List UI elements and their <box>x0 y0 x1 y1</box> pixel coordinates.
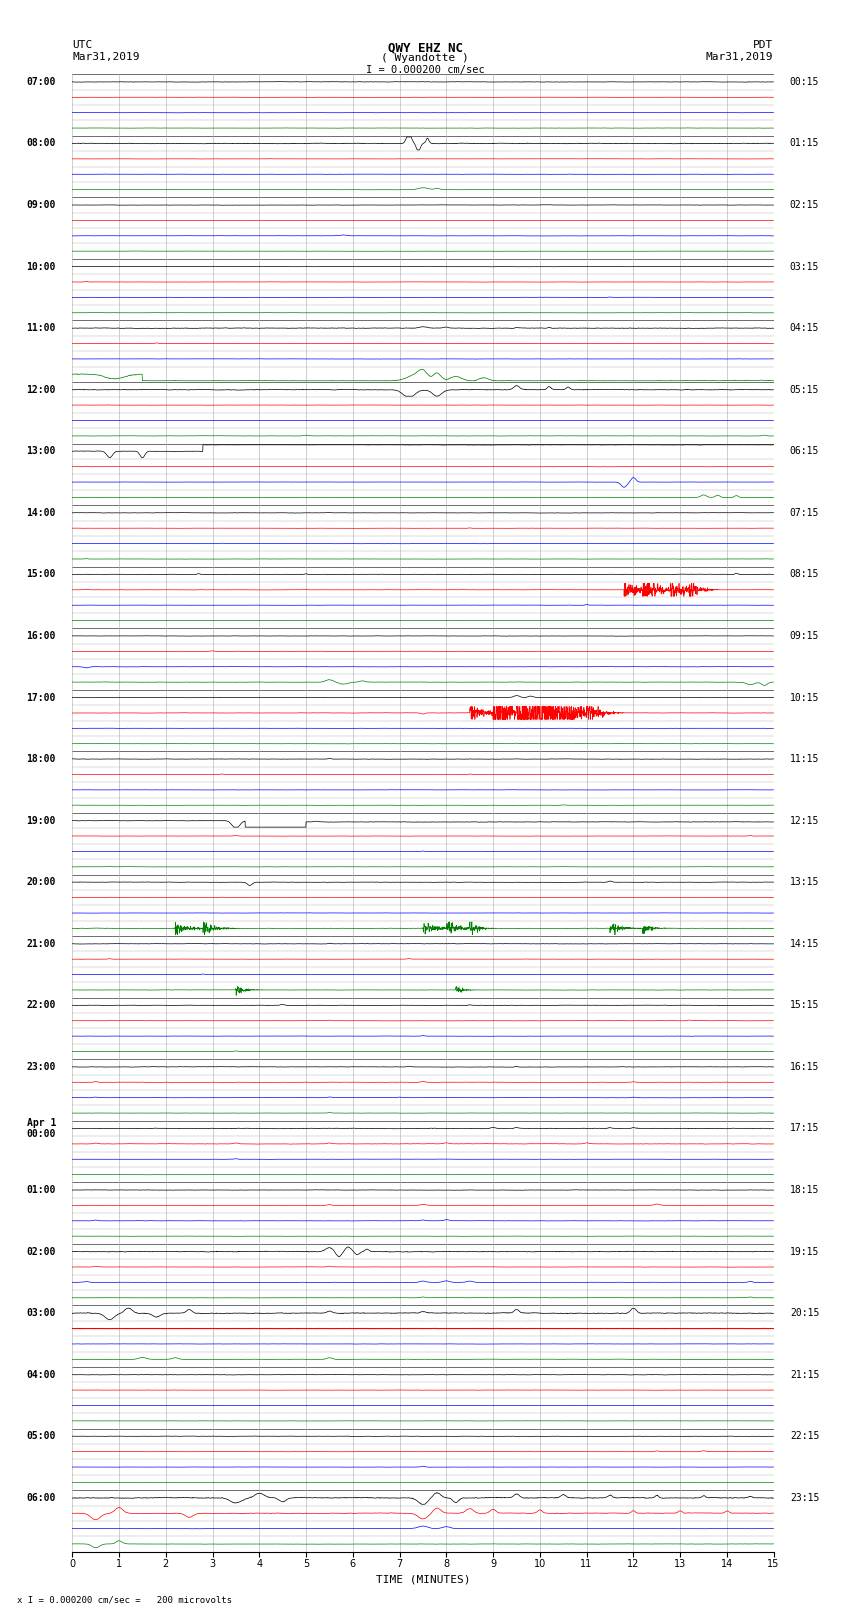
Text: 20:15: 20:15 <box>790 1308 819 1318</box>
Text: 19:15: 19:15 <box>790 1247 819 1257</box>
Text: 09:00: 09:00 <box>26 200 56 210</box>
Text: 16:15: 16:15 <box>790 1061 819 1073</box>
Text: 04:15: 04:15 <box>790 323 819 334</box>
Text: 03:00: 03:00 <box>26 1308 56 1318</box>
Text: 01:00: 01:00 <box>26 1186 56 1195</box>
Text: 19:00: 19:00 <box>26 816 56 826</box>
Text: 10:15: 10:15 <box>790 692 819 703</box>
Text: Apr 1
00:00: Apr 1 00:00 <box>26 1118 56 1139</box>
Text: 22:15: 22:15 <box>790 1431 819 1442</box>
Text: 07:00: 07:00 <box>26 77 56 87</box>
Text: 12:00: 12:00 <box>26 386 56 395</box>
Text: 15:00: 15:00 <box>26 569 56 579</box>
Text: 21:15: 21:15 <box>790 1369 819 1379</box>
Text: Mar31,2019: Mar31,2019 <box>72 52 139 61</box>
Text: 21:00: 21:00 <box>26 939 56 948</box>
Text: 16:00: 16:00 <box>26 631 56 640</box>
Text: 10:00: 10:00 <box>26 261 56 271</box>
Text: Mar31,2019: Mar31,2019 <box>706 52 774 61</box>
Text: 12:15: 12:15 <box>790 816 819 826</box>
Text: 06:00: 06:00 <box>26 1494 56 1503</box>
Text: 04:00: 04:00 <box>26 1369 56 1379</box>
Text: 01:15: 01:15 <box>790 139 819 148</box>
Text: 20:00: 20:00 <box>26 877 56 887</box>
Text: 00:15: 00:15 <box>790 77 819 87</box>
Text: 05:00: 05:00 <box>26 1431 56 1442</box>
Text: 03:15: 03:15 <box>790 261 819 271</box>
X-axis label: TIME (MINUTES): TIME (MINUTES) <box>376 1574 470 1586</box>
Text: 11:15: 11:15 <box>790 755 819 765</box>
Text: QWY EHZ NC: QWY EHZ NC <box>388 42 462 55</box>
Text: ( Wyandotte ): ( Wyandotte ) <box>381 53 469 63</box>
Text: I = 0.000200 cm/sec: I = 0.000200 cm/sec <box>366 65 484 74</box>
Text: 07:15: 07:15 <box>790 508 819 518</box>
Text: PDT: PDT <box>753 40 774 50</box>
Text: 17:15: 17:15 <box>790 1124 819 1134</box>
Text: 23:00: 23:00 <box>26 1061 56 1073</box>
Text: 02:15: 02:15 <box>790 200 819 210</box>
Text: 18:15: 18:15 <box>790 1186 819 1195</box>
Text: 05:15: 05:15 <box>790 386 819 395</box>
Text: 08:15: 08:15 <box>790 569 819 579</box>
Text: UTC: UTC <box>72 40 93 50</box>
Text: 11:00: 11:00 <box>26 323 56 334</box>
Text: 14:15: 14:15 <box>790 939 819 948</box>
Text: 23:15: 23:15 <box>790 1494 819 1503</box>
Text: 09:15: 09:15 <box>790 631 819 640</box>
Text: 13:00: 13:00 <box>26 447 56 456</box>
Text: 08:00: 08:00 <box>26 139 56 148</box>
Text: 02:00: 02:00 <box>26 1247 56 1257</box>
Text: 06:15: 06:15 <box>790 447 819 456</box>
Text: 22:00: 22:00 <box>26 1000 56 1010</box>
Text: 13:15: 13:15 <box>790 877 819 887</box>
Text: 17:00: 17:00 <box>26 692 56 703</box>
Text: 14:00: 14:00 <box>26 508 56 518</box>
Text: 18:00: 18:00 <box>26 755 56 765</box>
Text: x I = 0.000200 cm/sec =   200 microvolts: x I = 0.000200 cm/sec = 200 microvolts <box>17 1595 232 1605</box>
Text: 15:15: 15:15 <box>790 1000 819 1010</box>
